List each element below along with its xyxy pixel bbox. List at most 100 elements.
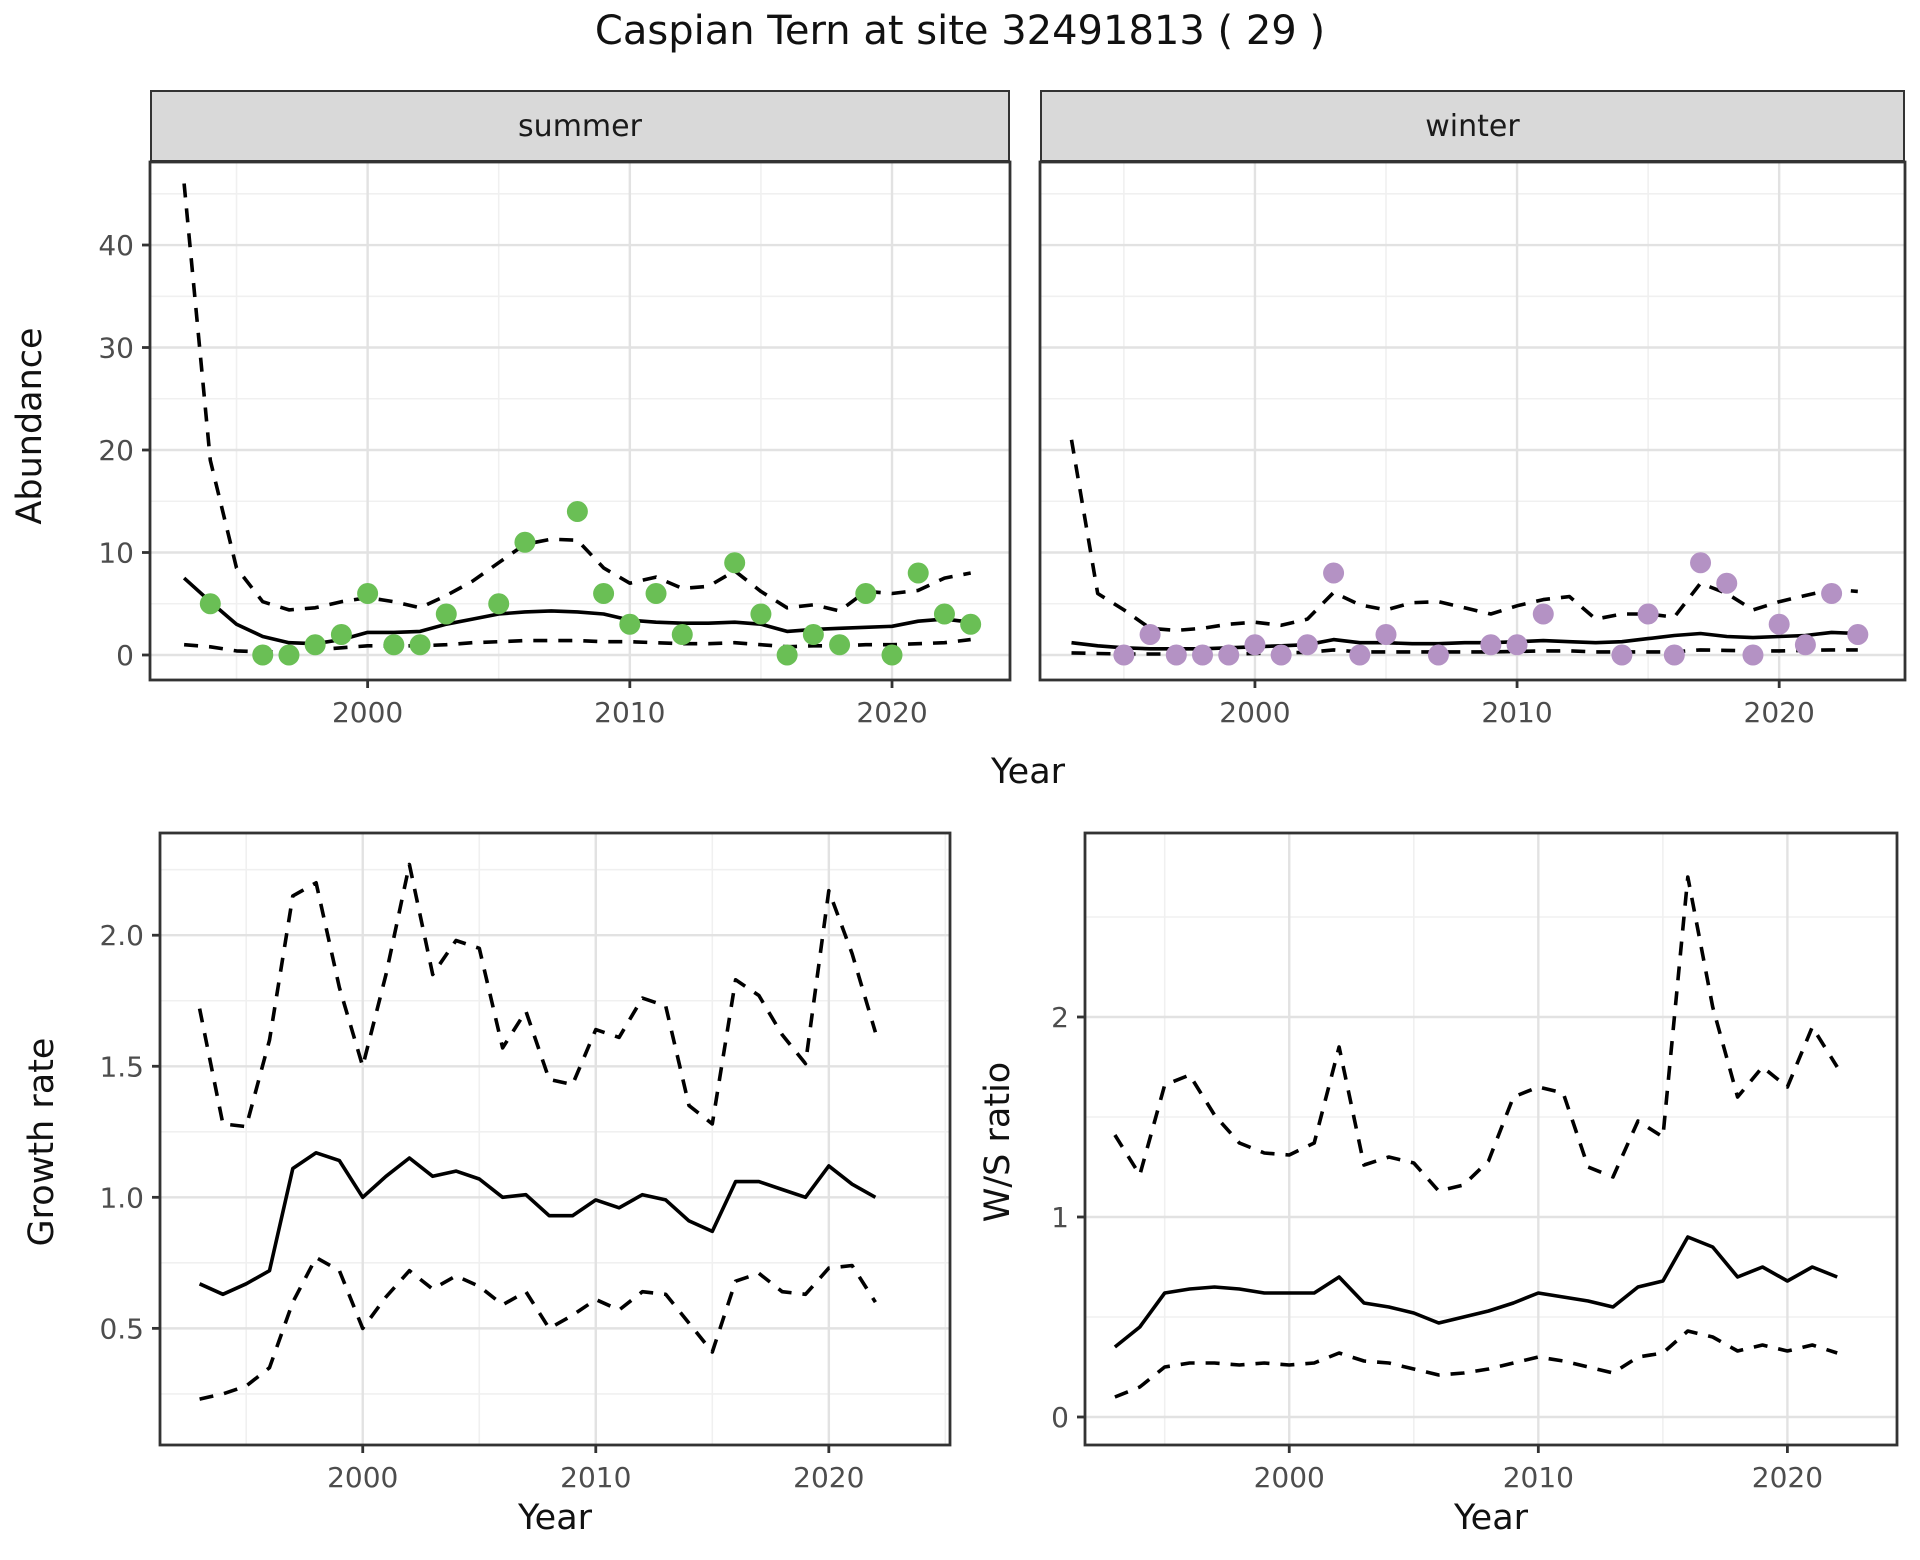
x-tick-label: 2010: [594, 696, 665, 729]
facet-strip-winter-label: winter: [1425, 108, 1520, 144]
x-tick-label: 2000: [1219, 696, 1290, 729]
x-tick-label: 2020: [856, 696, 927, 729]
data-point: [1139, 623, 1161, 645]
data-point: [1323, 562, 1345, 584]
facet-strip-summer-label: summer: [518, 108, 642, 144]
x-tick-label: 2000: [327, 1461, 398, 1494]
x-axis-title-year-top: Year: [990, 752, 1066, 792]
x-tick-label: 2010: [560, 1461, 631, 1494]
data-point: [1165, 644, 1187, 666]
y-axis-title-ws-ratio: W/S ratio: [978, 1061, 1018, 1223]
y-axis-title-growth-rate: Growth rate: [22, 1037, 62, 1247]
data-point: [1192, 644, 1214, 666]
data-point: [593, 582, 615, 604]
y-tick-label: 1: [1051, 1201, 1069, 1234]
panel-ws-ratio: 2000 2010 2020 0 1 2: [1051, 831, 1899, 1494]
data-point: [1716, 572, 1738, 594]
data-point: [514, 531, 536, 553]
data-point: [855, 582, 877, 604]
y-tick-label: 20: [98, 434, 134, 467]
data-point: [383, 634, 405, 656]
x-tick-label: 2020: [793, 1461, 864, 1494]
x-tick-label: 2000: [1254, 1461, 1325, 1494]
data-point: [330, 623, 352, 645]
x-axis-title-year-bottom-left: Year: [517, 1498, 593, 1538]
data-point: [724, 552, 746, 574]
data-point: [1375, 623, 1397, 645]
data-point: [1821, 582, 1843, 604]
data-point: [750, 603, 772, 625]
panel-background: [150, 162, 1010, 680]
data-point: [1532, 603, 1554, 625]
data-point: [1349, 644, 1371, 666]
data-point: [278, 644, 300, 666]
series-upper_ci: [1113, 875, 1839, 1193]
data-point: [1637, 603, 1659, 625]
panel-border: [158, 831, 952, 1447]
y-tick-label: 0.5: [99, 1312, 144, 1345]
y-tick-label: 2: [1051, 1001, 1069, 1034]
panel-background: [1040, 162, 1905, 680]
data-point: [488, 593, 510, 615]
x-axis-title-year-bottom-right: Year: [1453, 1498, 1529, 1538]
series-lower_ci: [1114, 1329, 1838, 1399]
data-point: [1270, 644, 1292, 666]
y-tick-label: 40: [98, 229, 134, 262]
data-point: [907, 562, 929, 584]
data-point: [802, 623, 824, 645]
y-tick-label: 10: [98, 536, 134, 569]
data-point: [1296, 634, 1318, 656]
data-point: [252, 644, 274, 666]
data-point: [1742, 644, 1764, 666]
data-point: [619, 613, 641, 635]
data-point: [881, 644, 903, 666]
data-point: [1480, 634, 1502, 656]
data-point: [199, 593, 221, 615]
facet-strip-winter: winter: [1040, 90, 1905, 162]
panel-background: [160, 833, 950, 1445]
panel-border: [1038, 160, 1907, 682]
panel-border: [1083, 831, 1899, 1447]
data-point: [933, 603, 955, 625]
data-point: [1506, 634, 1528, 656]
series-upper_ci: [1069, 439, 1858, 633]
series-fit: [1113, 1235, 1838, 1349]
panel-border: [148, 160, 1012, 682]
page-title: Caspian Tern at site 32491813 ( 29 ): [594, 8, 1326, 54]
data-point: [435, 603, 457, 625]
data-point: [829, 634, 851, 656]
data-point: [1113, 644, 1135, 666]
data-point: [1847, 623, 1869, 645]
data-point: [304, 634, 326, 656]
panel-background: [1085, 833, 1897, 1445]
y-tick-label: 0: [1051, 1401, 1069, 1434]
y-axis-title-abundance: Abundance: [10, 327, 50, 525]
data-point: [409, 634, 431, 656]
x-tick-label: 2000: [332, 696, 403, 729]
y-tick-label: 0: [116, 639, 134, 672]
x-tick-label: 2010: [1481, 696, 1552, 729]
series-upper_ci: [182, 183, 972, 613]
data-point: [645, 582, 667, 604]
data-point: [357, 582, 379, 604]
data-point: [776, 644, 798, 666]
y-tick-label: 2.0: [99, 919, 144, 952]
panel-growth-rate: 2000 2010 2020 0.5 1.0 1.5 2.0: [99, 831, 952, 1494]
y-tick-label: 1.5: [99, 1050, 144, 1083]
panel-abundance-winter: 2000 2010 2020: [1038, 160, 1907, 729]
data-point: [1794, 634, 1816, 656]
data-point: [1690, 552, 1712, 574]
data-point: [1218, 644, 1240, 666]
data-point: [1244, 634, 1266, 656]
data-point: [960, 613, 982, 635]
x-tick-label: 2020: [1744, 696, 1815, 729]
data-point: [1611, 644, 1633, 666]
data-point: [1768, 613, 1790, 635]
series-upper_ci: [197, 862, 878, 1129]
y-tick-label: 30: [98, 332, 134, 365]
x-tick-label: 2010: [1503, 1461, 1574, 1494]
facet-strip-summer: summer: [150, 90, 1010, 162]
y-tick-label: 1.0: [99, 1181, 144, 1214]
